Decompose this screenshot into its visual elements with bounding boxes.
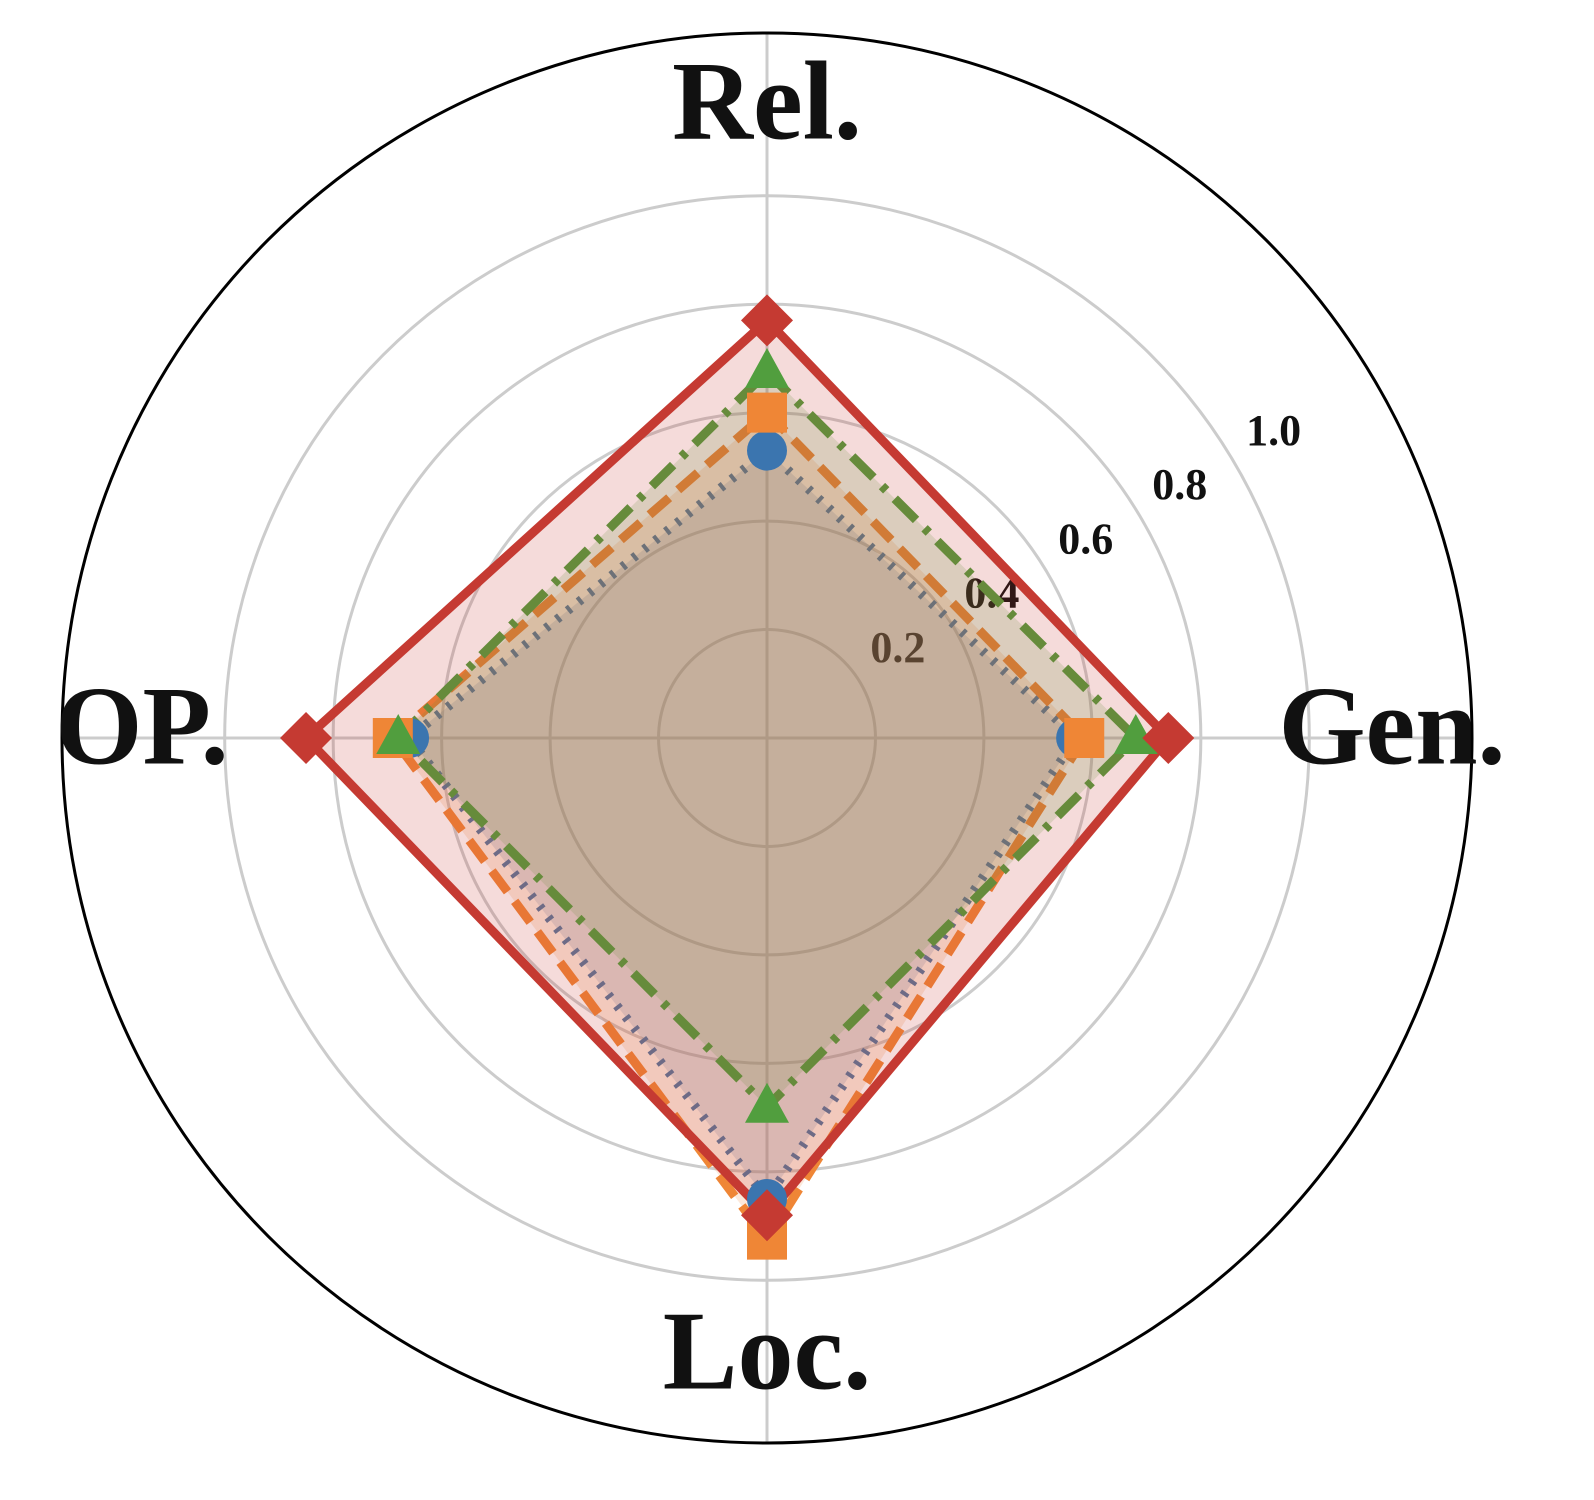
outer-frame <box>60 31 1474 1445</box>
marker <box>741 1189 793 1242</box>
marker <box>745 1082 789 1123</box>
series-area <box>409 450 1077 1199</box>
r-tick-label: 0.6 <box>1058 514 1113 563</box>
marker <box>747 392 787 433</box>
series-area <box>306 320 1169 1216</box>
category-label: Rel. <box>672 40 862 164</box>
marker <box>741 294 793 347</box>
r-tick-label: 1.0 <box>1246 406 1301 455</box>
marker <box>1142 712 1195 764</box>
r-tick-label: 0.2 <box>870 623 925 672</box>
series-area <box>392 412 1085 1240</box>
category-label: OP. <box>55 665 228 789</box>
category-label: Loc. <box>663 1290 871 1414</box>
marker <box>745 347 789 388</box>
marker <box>1113 714 1158 754</box>
marker <box>280 712 333 764</box>
category-label: Gen. <box>1278 665 1505 789</box>
marker <box>1064 718 1105 758</box>
marker <box>376 714 421 754</box>
r-tick-label: 0.8 <box>1152 460 1207 509</box>
series-line <box>404 446 1081 1204</box>
marker <box>747 430 787 471</box>
